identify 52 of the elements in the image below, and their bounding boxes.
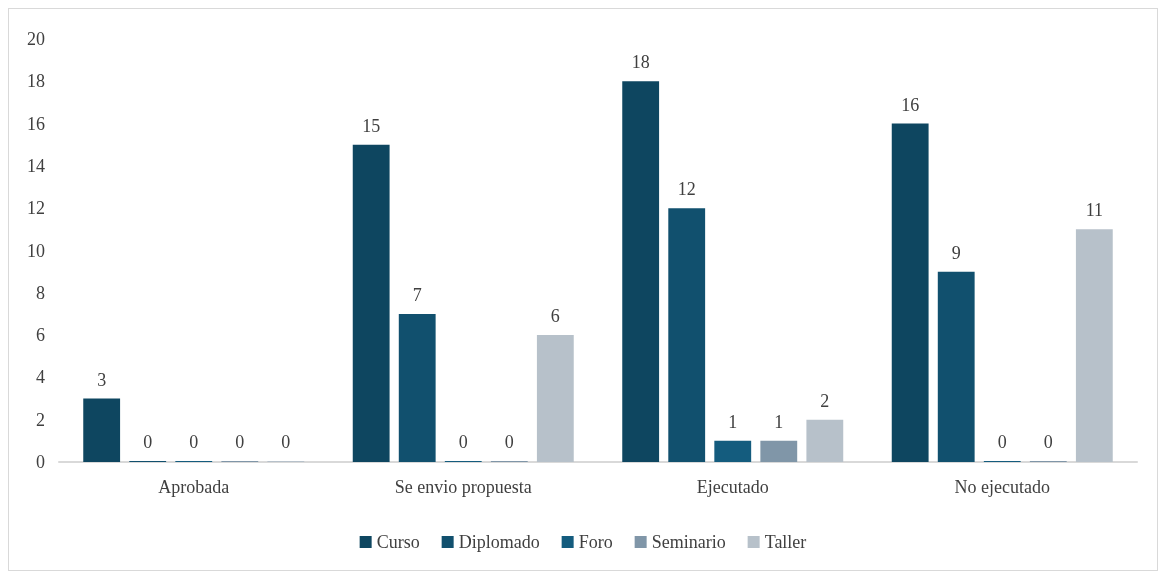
bar — [398, 313, 436, 462]
data-label: 0 — [281, 432, 291, 452]
legend-label: Curso — [376, 532, 420, 552]
x-tick-label: Se envio propuesta — [394, 477, 532, 497]
bar — [83, 398, 121, 462]
data-label: 11 — [1085, 200, 1103, 221]
data-label: 0 — [189, 432, 199, 452]
legend-label: Foro — [578, 532, 613, 552]
data-label: 0 — [458, 432, 468, 452]
data-label: 6 — [550, 306, 560, 327]
bar — [668, 208, 706, 462]
y-tick-label: 10 — [27, 240, 45, 261]
x-tick-label: Ejecutado — [696, 477, 769, 497]
legend-label: Seminario — [651, 532, 726, 552]
y-tick-label: 20 — [27, 29, 45, 49]
data-label: 1 — [774, 411, 784, 432]
data-label: 0 — [504, 432, 514, 452]
y-tick-label: 8 — [36, 282, 45, 303]
bar — [1075, 229, 1113, 462]
y-tick-label: 4 — [36, 367, 45, 388]
bar — [760, 440, 798, 462]
legend-label: Diplomado — [458, 532, 540, 552]
data-label: 0 — [235, 432, 245, 452]
bar — [536, 335, 574, 462]
y-tick-label: 0 — [36, 452, 45, 472]
data-label: 18 — [631, 52, 650, 73]
data-label: 3 — [97, 369, 107, 390]
y-tick-label: 6 — [36, 325, 45, 346]
bar — [806, 419, 844, 462]
data-label: 16 — [901, 94, 920, 115]
y-tick-label: 14 — [27, 155, 45, 176]
data-label: 7 — [412, 284, 422, 305]
y-tick-label: 12 — [27, 198, 45, 219]
data-label: 1 — [728, 411, 738, 432]
y-tick-label: 2 — [36, 409, 45, 430]
bar — [937, 271, 975, 462]
x-tick-label: No ejecutado — [954, 477, 1050, 497]
bar — [891, 123, 929, 462]
data-label: 9 — [951, 242, 961, 263]
x-tick-label: Aprobada — [158, 477, 230, 497]
y-tick-label: 18 — [27, 71, 45, 92]
legend-label: Taller — [764, 532, 807, 552]
bar — [714, 440, 752, 462]
data-label: 15 — [362, 115, 381, 136]
data-label: 0 — [143, 432, 153, 452]
data-label: 0 — [997, 432, 1007, 452]
bar — [622, 81, 660, 462]
bar — [352, 144, 390, 462]
data-label: 2 — [820, 390, 830, 411]
y-tick-label: 16 — [27, 113, 45, 134]
data-label: 0 — [1043, 432, 1053, 452]
data-label: 12 — [677, 179, 696, 200]
